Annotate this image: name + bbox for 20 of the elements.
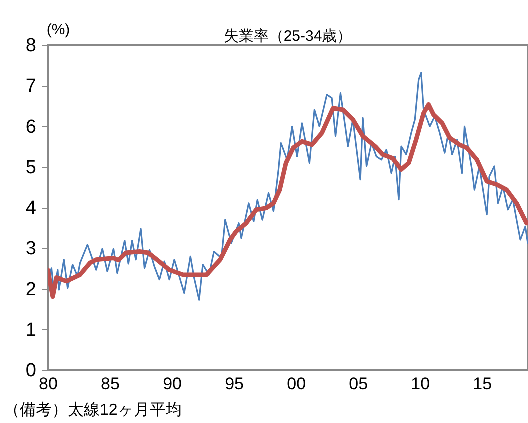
x-tick-label: 00 — [287, 374, 306, 394]
x-tick-label: 15 — [473, 374, 492, 394]
y-tick-label: 5 — [26, 157, 36, 178]
x-tick-label: 05 — [349, 374, 368, 394]
x-tick-label: 10 — [411, 374, 430, 394]
y-axis-title: (%) — [46, 22, 70, 38]
y-tick-label: 1 — [26, 320, 36, 341]
x-tick-label: 95 — [225, 374, 244, 394]
y-tick-label: 4 — [26, 198, 37, 219]
y-tick-label: 3 — [26, 238, 36, 260]
chart-title: 失業率（25-34歳） — [224, 28, 352, 45]
text: （備考）太線12ヶ月平均 — [4, 400, 182, 421]
y-tick-label: 6 — [26, 116, 36, 138]
y-tick-label: 8 — [26, 36, 36, 56]
y-tick-label: 2 — [26, 279, 36, 300]
x-tick-label: 90 — [163, 374, 182, 394]
x-tick-label: 80 — [39, 374, 58, 394]
x-tick-label: 85 — [101, 374, 120, 394]
y-tick-label: 0 — [26, 360, 36, 382]
y-tick-label: 7 — [26, 76, 36, 98]
